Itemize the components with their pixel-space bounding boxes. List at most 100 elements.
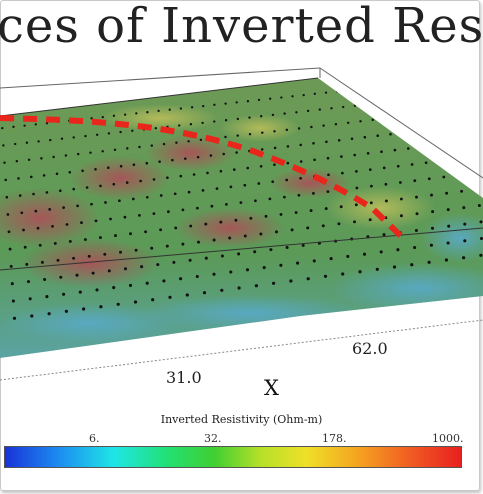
electrode-dot [159,228,163,232]
electrode-dot [429,243,433,247]
electrode-dot [74,101,77,104]
electrode-dot [206,171,209,175]
electrode-dot [346,121,350,125]
electrode-dot [195,274,199,279]
electrode-dot [129,232,132,236]
electrode-dot [116,97,119,100]
electrode-dot [3,161,6,164]
electrode-dot [30,314,34,318]
electrode-dot [384,199,388,203]
electrode-dot [463,239,467,243]
electrode-dot [14,142,17,146]
electrode-dot [138,95,141,98]
electrode-dot [462,256,466,260]
electrode-dot [202,291,207,295]
electrode-dot [273,146,277,150]
electrode-dot [119,130,122,134]
electrode-dot [318,108,321,111]
electrode-dot [254,82,257,85]
electrode-dot [383,117,387,120]
electrode-dot [283,195,286,199]
electrode-dot [326,156,330,160]
electrode-dot [224,135,227,139]
electrode-dot [18,194,22,197]
electrode-dot [37,140,40,143]
electrode-dot [447,224,451,228]
electrode-dot [157,109,160,113]
electrode-dot [306,277,310,281]
electrode-dot [346,254,350,258]
electrode-dot [310,125,313,129]
electrode-dot [116,302,120,306]
electrode-dot [376,134,379,137]
electrode-dot [45,122,49,125]
electrode-dot [245,268,250,272]
electrode-dot [81,169,84,173]
electrode-dot [219,220,223,224]
electrode-dot [94,168,97,171]
electrode-dot [123,113,127,116]
x-tick-label: 31.0 [166,368,202,387]
electrode-dot [297,193,301,197]
electrode-dot [399,197,403,201]
electrode-dot [134,248,138,252]
colorbar-tick: 32. [204,432,222,445]
electrode-dot [393,148,397,152]
electrode-dot [209,154,213,157]
electrode-dot [68,171,72,174]
electrode-dot [295,111,298,114]
electrode-dot [30,175,33,179]
electrode-dot [236,117,239,121]
electrode-dot [11,299,15,303]
electrode-dot [312,192,315,195]
electrode-dot [413,245,417,250]
electrode-dot [358,270,362,274]
electrode-dot [53,104,56,107]
electrode-dot [463,222,467,226]
electrode-dot [366,151,370,155]
electrode-dot [52,155,55,159]
electrode-dot [229,185,233,189]
electrode-dot [21,107,24,110]
electrode-dot [341,171,344,175]
electrode-dot [38,243,42,247]
electrode-dot [324,207,328,211]
electrode-dot [368,218,372,222]
electrode-dot [299,160,303,163]
electrode-dot [257,98,261,102]
electrode-dot [286,145,290,148]
electrode-dot [191,89,194,92]
electrode-dot [399,214,403,218]
electrode-dot [42,174,46,177]
electrode-dot [265,81,268,84]
electrode-dot [154,127,157,130]
colorbar-tick: 1000. [432,432,464,445]
electrode-dot [56,258,60,262]
resistivity-3d-plot [0,67,483,381]
electrode-dot [427,177,431,181]
electrode-dot [162,279,166,283]
electrode-dot [123,215,127,219]
electrode-dot [139,179,142,183]
electrode-dot [204,222,208,226]
electrode-dot [152,212,156,215]
electrode-dot [313,92,316,95]
electrode-dot [477,204,481,207]
electrode-dot [456,173,460,177]
x-axis-label: X [264,376,279,400]
electrode-dot [42,105,45,108]
electrode-dot [222,152,225,156]
electrode-dot [334,122,338,126]
electrode-dot [253,250,257,254]
electrode-dot [65,223,69,226]
electrode-dot [150,246,154,250]
electrode-dot [181,242,185,246]
x-tick-label: 62.0 [352,339,388,358]
electrode-dot [151,298,155,302]
electrode-dot [40,260,44,264]
electrode-dot [262,266,266,270]
electrode-dot [114,234,117,238]
electrode-dot [62,292,66,296]
electrode-dot [8,247,12,251]
